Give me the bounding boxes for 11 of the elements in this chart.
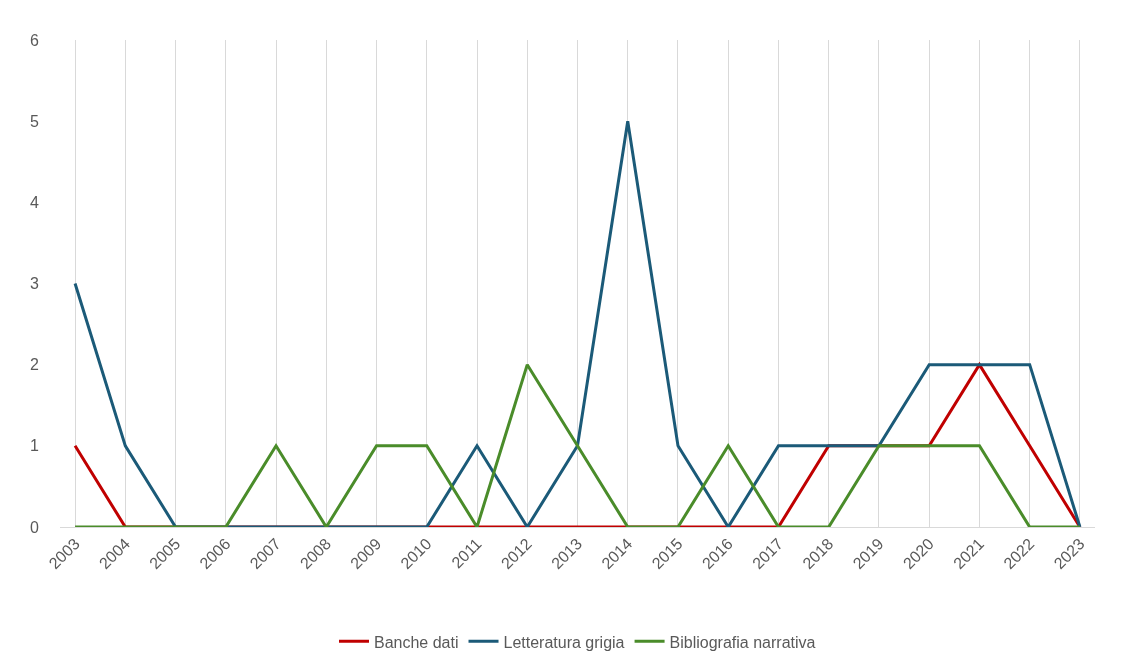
legend-label: Letteratura grigia [503,633,625,651]
y-tick-label: 6 [30,31,40,49]
legend-label: Banche dati [374,633,459,651]
y-tick-label: 4 [30,193,40,211]
y-tick-label: 0 [30,518,40,536]
y-tick-label: 3 [30,275,40,293]
line-series [73,119,1082,527]
legend-label: Bibliografia narrativa [669,633,816,651]
y-tick-label: 1 [30,437,40,455]
y-tick-label: 2 [30,356,40,374]
y-tick-label: 5 [30,112,40,130]
